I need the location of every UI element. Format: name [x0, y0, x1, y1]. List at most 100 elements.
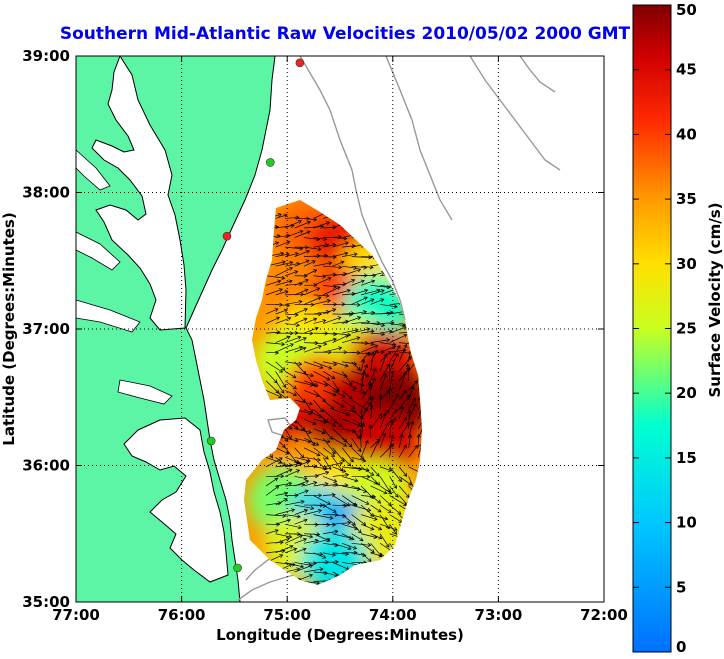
velocity-arrowhead [311, 260, 316, 265]
velocity-vector [323, 265, 342, 268]
velocity-vector [370, 323, 385, 326]
velocity-vector [341, 514, 356, 526]
velocity-vector [284, 336, 301, 343]
velocity-vector [303, 447, 321, 456]
velocity-vector [332, 334, 349, 343]
velocity-vector [266, 541, 284, 544]
velocity-arrowhead [371, 377, 376, 382]
velocity-vector [408, 445, 418, 458]
velocity-arrowhead [275, 485, 280, 490]
velocity-arrowhead [300, 292, 305, 297]
velocity-arrowhead [393, 304, 398, 309]
velocity-arrowhead [393, 527, 398, 531]
velocity-arrowhead [299, 229, 304, 234]
velocity-arrowhead [325, 221, 331, 226]
velocity-arrowhead [371, 279, 376, 284]
velocity-vector [323, 274, 337, 277]
velocity-vector [332, 261, 344, 267]
velocity-vector [389, 419, 392, 439]
velocity-vector [389, 514, 403, 523]
velocity-arrowhead [312, 421, 317, 426]
colorbar-tick-label: 45 [676, 61, 697, 79]
velocity-arrowhead [294, 251, 299, 257]
velocity-vector [294, 504, 314, 509]
velocity-arrowhead [295, 322, 300, 328]
velocity-vector [313, 294, 329, 297]
velocity-vector [285, 523, 302, 529]
velocity-arrowhead [338, 265, 343, 270]
velocity-arrowhead [283, 498, 288, 503]
velocity-arrowhead [392, 417, 397, 422]
velocity-vector [351, 380, 365, 387]
velocity-arrowhead [314, 326, 319, 331]
velocity-vector [284, 390, 297, 396]
velocity-vector [304, 568, 323, 573]
velocity-arrowhead [393, 530, 397, 535]
velocity-arrowhead [311, 382, 316, 387]
velocity-vector [323, 347, 342, 353]
velocity-arrowhead [324, 455, 329, 460]
velocity-vector [313, 409, 329, 423]
velocity-arrowhead [275, 316, 281, 321]
velocity-vector [285, 514, 301, 518]
velocity-arrowhead [363, 296, 368, 301]
velocity-vector [351, 409, 364, 419]
velocity-vector [332, 242, 349, 248]
velocity-arrowhead [277, 213, 282, 218]
velocity-vector [304, 226, 324, 229]
velocity-arrowhead [405, 421, 410, 426]
velocity-arrowhead [390, 434, 395, 439]
velocity-vector [284, 220, 302, 229]
velocity-arrowhead [382, 432, 387, 437]
velocity-arrowhead [301, 426, 305, 431]
velocity-vector [389, 523, 397, 535]
velocity-vector [284, 534, 303, 544]
x-axis-label: Longitude (Degrees:Minutes) [216, 626, 464, 644]
velocity-vector [370, 413, 383, 429]
velocity-vector [332, 321, 349, 324]
velocity-arrowhead [336, 286, 341, 291]
velocity-vector [303, 409, 323, 418]
velocity-vector [323, 284, 337, 288]
velocity-vector [380, 345, 396, 353]
velocity-arrowhead [287, 316, 292, 321]
velocity-arrowhead [294, 438, 299, 443]
velocity-arrowhead [309, 373, 315, 378]
velocity-vector [275, 537, 290, 544]
velocity-arrowhead [293, 419, 297, 424]
velocity-vector [379, 476, 391, 493]
velocity-arrowhead [310, 505, 315, 511]
velocity-arrowhead [334, 512, 339, 517]
velocity-arrowhead [318, 493, 323, 498]
velocity-arrowhead [359, 415, 364, 420]
velocity-arrowhead [281, 462, 287, 467]
velocity-vector [313, 399, 324, 413]
colorbar-tick-label: 20 [676, 384, 697, 402]
velocity-arrowhead [281, 366, 286, 371]
velocity-arrowhead [317, 508, 323, 514]
velocity-arrowhead [351, 521, 356, 526]
velocity-arrowhead [288, 425, 293, 430]
velocity-arrowhead [302, 346, 307, 351]
velocity-arrowhead [280, 474, 285, 479]
velocity-arrowhead [403, 472, 408, 477]
x-tick-label: 73:00 [475, 606, 523, 624]
velocity-vector [332, 552, 349, 555]
velocity-vector [285, 217, 299, 219]
velocity-vector [275, 371, 287, 388]
velocity-vector [303, 481, 317, 487]
velocity-arrowhead [292, 374, 297, 379]
velocity-vector [275, 267, 293, 277]
velocity-vector [398, 421, 410, 439]
velocity-vector [266, 514, 286, 517]
velocity-vector [369, 381, 371, 400]
velocity-vector [284, 428, 292, 440]
velocity-vector [379, 390, 390, 401]
stations [206, 58, 305, 573]
velocity-vector [294, 361, 307, 375]
velocity-arrowhead [342, 468, 347, 473]
velocity-vector [408, 434, 411, 448]
x-tick-labels: 77:00 76:00 75:00 74:00 73:00 72:00 [52, 56, 628, 624]
velocity-arrowhead [340, 403, 345, 408]
velocity-arrowhead [394, 393, 399, 398]
